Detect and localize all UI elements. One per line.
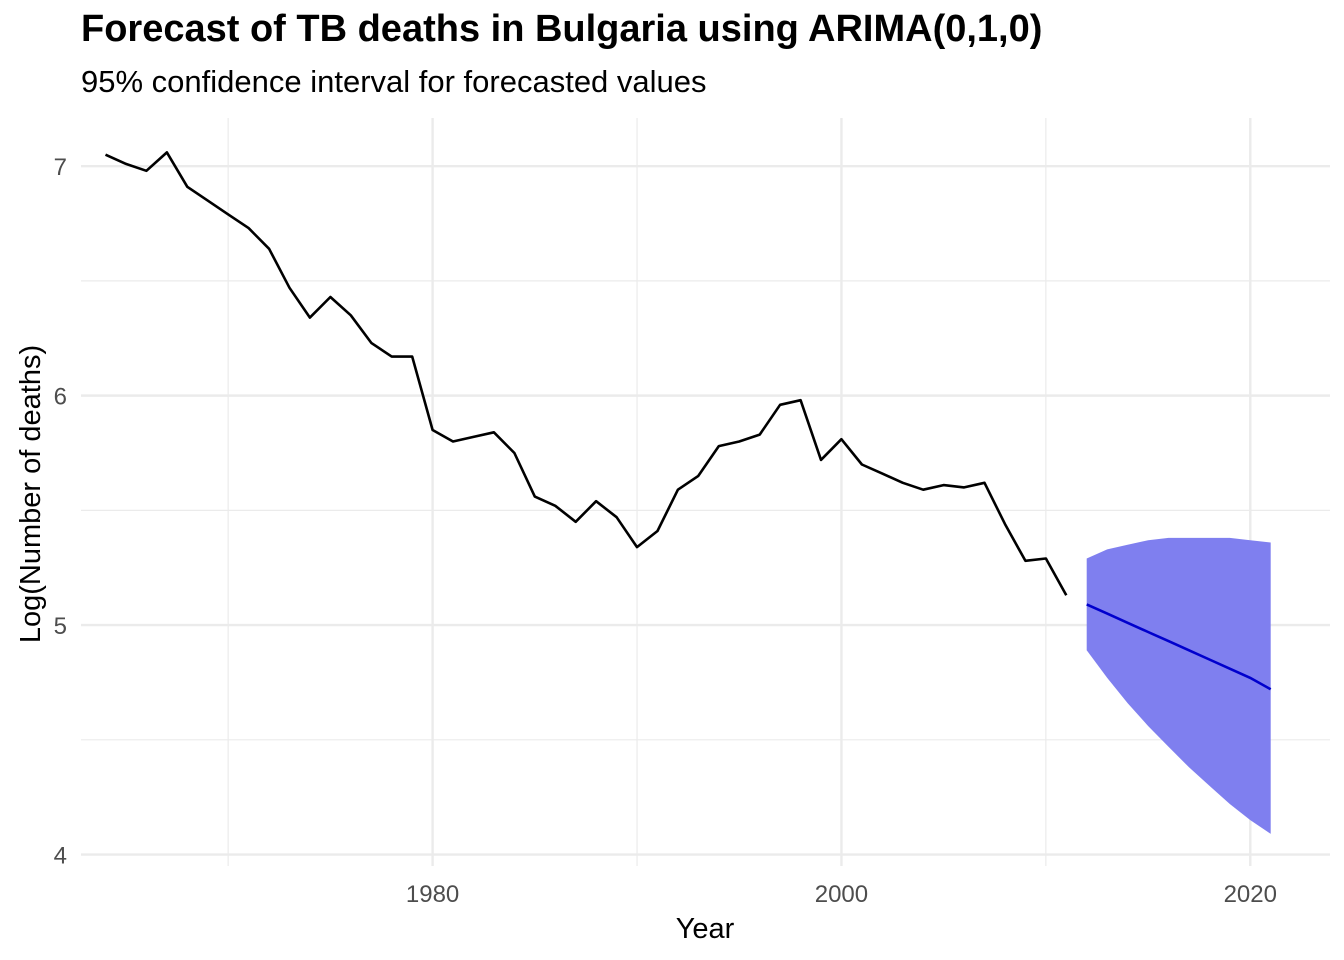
x-tick-label: 2020 (1224, 881, 1277, 908)
x-tick-label: 1980 (406, 881, 459, 908)
observed-series-line (104, 151, 1068, 596)
y-tick-label: 7 (54, 154, 67, 181)
x-tick-label: 2000 (815, 881, 868, 908)
y-tick-label: 6 (54, 384, 67, 411)
chart-title: Forecast of TB deaths in Bulgaria using … (81, 8, 1043, 50)
confidence-interval-layer (1086, 537, 1271, 834)
tick-labels-layer: 1980 2000 2020 4 5 6 7 (54, 154, 1277, 908)
series-line-layer (104, 151, 1272, 691)
y-axis-label: Log(Number of deaths) (15, 345, 47, 643)
y-tick-label: 5 (54, 613, 67, 640)
minor-gridlines (81, 118, 1330, 866)
forecast-series-line (1086, 603, 1272, 691)
x-axis-label: Year (676, 913, 735, 945)
confidence-interval-ribbon (1086, 537, 1271, 834)
y-tick-label: 4 (54, 843, 67, 870)
major-gridlines (81, 118, 1330, 866)
chart-subtitle: 95% confidence interval for forecasted v… (81, 64, 707, 99)
